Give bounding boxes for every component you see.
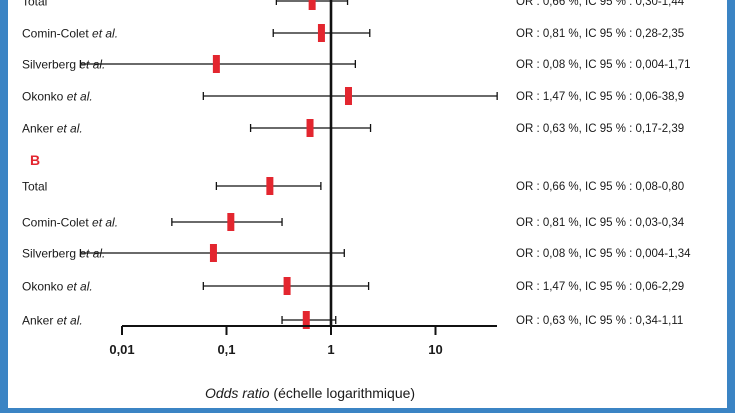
forest-row: Anker et al. OR : 0,63 %, IC 95 % : 0,34-… bbox=[22, 311, 683, 329]
study-label: Comin-Colet et al. bbox=[22, 216, 118, 230]
study-name: Comin-Colet bbox=[22, 27, 89, 41]
study-name: Total bbox=[22, 0, 47, 9]
point-estimate-marker bbox=[302, 311, 310, 329]
or-ci-text: OR : 0,81 %, IC 95 % : 0,03-0,34 bbox=[516, 217, 685, 229]
or-ci-text: OR : 0,66 %, IC 95 % : 0,08-0,80 bbox=[516, 181, 684, 193]
study-et-al: et al. bbox=[53, 314, 82, 328]
study-name: Total bbox=[22, 180, 47, 194]
forest-row: Comin-Colet et al. OR : 0,81 %, IC 95 % :… bbox=[22, 213, 685, 231]
or-ci-text: OR : 0,08 %, IC 95 % : 0,004-1,34 bbox=[516, 248, 691, 260]
study-et-al: et al. bbox=[76, 58, 105, 72]
x-axis-title-italic: Odds ratio bbox=[205, 385, 270, 401]
or-ci-text: OR : 0,81 %, IC 95 % : 0,28-2,35 bbox=[516, 28, 684, 40]
study-name: Comin-Colet bbox=[22, 216, 89, 230]
study-et-al: et al. bbox=[89, 216, 118, 230]
or-ci-text: OR : 0,63 %, IC 95 % : 0,34-1,11 bbox=[516, 315, 683, 327]
study-et-al: et al. bbox=[63, 90, 92, 104]
or-ci-text: OR : 0,08 %, IC 95 % : 0,004-1,71 bbox=[516, 59, 691, 71]
point-estimate-marker bbox=[212, 55, 220, 73]
forest-row: Silverberg et al. OR : 0,08 %, IC 95 % : … bbox=[22, 55, 691, 73]
study-et-al: et al. bbox=[63, 280, 92, 294]
study-et-al: et al. bbox=[89, 27, 118, 41]
forest-row: Okonko et al. OR : 1,47 %, IC 95 % : 0,06… bbox=[22, 277, 684, 295]
or-ci-text: OR : 0,66 %, IC 95 % : 0,30-1,44 bbox=[516, 0, 685, 8]
x-axis-title: Odds ratio (échelle logarithmique) bbox=[205, 385, 415, 401]
point-estimate-marker bbox=[283, 277, 291, 295]
x-tick-label: 1 bbox=[327, 342, 334, 357]
study-label: Silverberg et al. bbox=[22, 58, 105, 72]
study-label: Total bbox=[22, 0, 47, 9]
x-tick-label: 0,01 bbox=[109, 342, 134, 357]
point-estimate-marker bbox=[306, 119, 314, 137]
study-name: Okonko bbox=[22, 90, 64, 104]
or-ci-text: OR : 1,47 %, IC 95 % : 0,06-2,29 bbox=[516, 281, 684, 293]
forest-row: Okonko et al. OR : 1,47 %, IC 95 % : 0,06… bbox=[22, 87, 684, 105]
point-estimate-marker bbox=[344, 87, 352, 105]
panel-label: B bbox=[30, 152, 40, 168]
study-et-al: et al. bbox=[76, 247, 105, 261]
or-ci-text: OR : 0,63 %, IC 95 % : 0,17-2,39 bbox=[516, 123, 684, 135]
study-name: Anker bbox=[22, 314, 53, 328]
x-axis-title-rest: (échelle logarithmique) bbox=[270, 385, 416, 401]
study-name: Silverberg bbox=[22, 58, 76, 72]
study-name: Anker bbox=[22, 122, 53, 136]
point-estimate-marker bbox=[227, 213, 235, 231]
x-tick-label: 10 bbox=[428, 342, 442, 357]
study-label: Anker et al. bbox=[22, 314, 83, 328]
forest-row: Total OR : 0,66 %, IC 95 % : 0,30-1,44 bbox=[22, 0, 685, 10]
study-label: Total bbox=[22, 180, 47, 194]
point-estimate-marker bbox=[209, 244, 217, 262]
or-ci-text: OR : 1,47 %, IC 95 % : 0,06-38,9 bbox=[516, 91, 684, 103]
point-estimate-marker bbox=[266, 177, 274, 195]
point-estimate-marker bbox=[308, 0, 316, 10]
forest-row: Silverberg et al. OR : 0,08 %, IC 95 % : … bbox=[22, 244, 691, 262]
forest-row: Total OR : 0,66 %, IC 95 % : 0,08-0,80 bbox=[22, 177, 684, 195]
study-name: Silverberg bbox=[22, 247, 76, 261]
study-name: Okonko bbox=[22, 280, 64, 294]
study-label: Okonko et al. bbox=[22, 90, 93, 104]
study-label: Comin-Colet et al. bbox=[22, 27, 118, 41]
x-tick-label: 0,1 bbox=[217, 342, 235, 357]
study-label: Silverberg et al. bbox=[22, 247, 105, 261]
forest-row: Comin-Colet et al. OR : 0,81 %, IC 95 % :… bbox=[22, 24, 684, 42]
study-label: Okonko et al. bbox=[22, 280, 93, 294]
study-et-al: et al. bbox=[53, 122, 82, 136]
point-estimate-marker bbox=[317, 24, 325, 42]
study-label: Anker et al. bbox=[22, 122, 83, 136]
forest-row: Anker et al. OR : 0,63 %, IC 95 % : 0,17-… bbox=[22, 119, 684, 137]
